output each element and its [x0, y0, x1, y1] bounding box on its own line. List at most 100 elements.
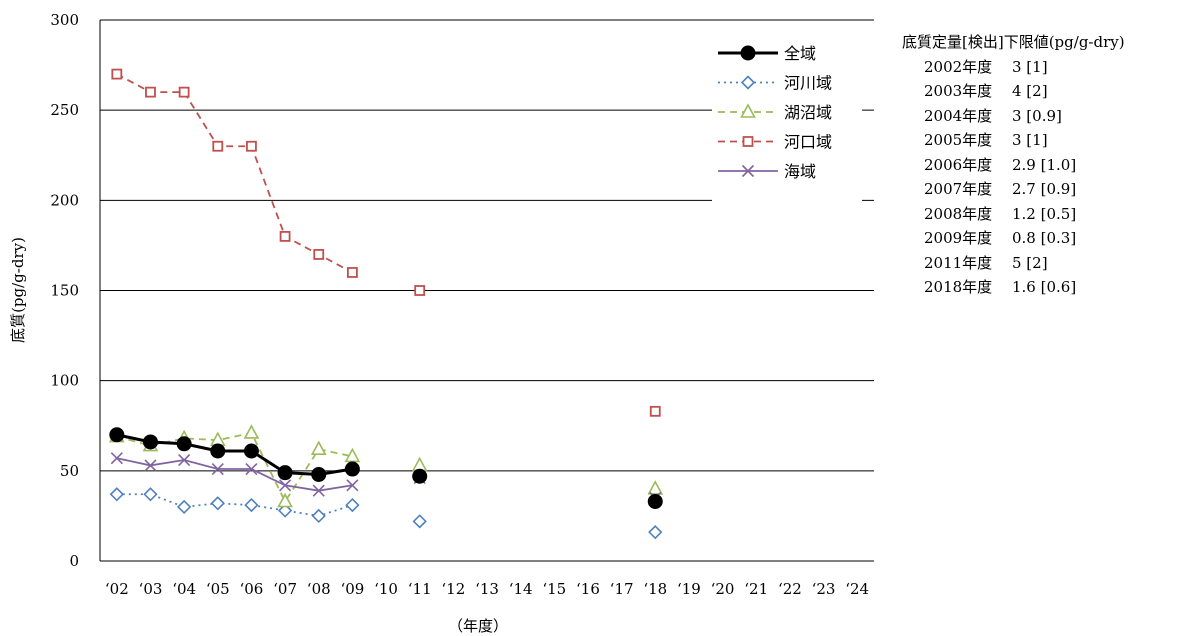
x-tick-label: ‘13 [475, 580, 499, 598]
x-tick-label: ‘15 [542, 580, 566, 598]
y-tick-label: 150 [50, 282, 79, 300]
y-tick-label: 50 [60, 462, 79, 480]
data-point [210, 443, 226, 459]
y-tick-label: 0 [69, 552, 79, 570]
data-point [313, 249, 325, 260]
notes-value: 5 [2] [1012, 253, 1048, 272]
x-tick-label: ‘20 [711, 580, 735, 598]
notes-title: 底質定量[検出]下限値(pg/g-dry) [902, 33, 1125, 51]
x-tick-label: ‘12 [441, 580, 465, 598]
data-point [176, 499, 192, 515]
x-tick-label: ‘05 [206, 580, 230, 598]
notes-value: 1.2 [0.5] [1012, 204, 1077, 223]
y-tick-label: 250 [50, 101, 79, 119]
notes-row: 2009年度 0.8 [0.3] [902, 226, 1125, 251]
data-point [279, 230, 291, 242]
data-point [212, 140, 224, 152]
data-point [145, 86, 156, 98]
data-point [142, 434, 158, 450]
notes-year: 2004年度 [924, 106, 993, 125]
data-point [110, 452, 123, 465]
legend-marker [742, 136, 754, 147]
x-tick-label: ‘18 [643, 580, 667, 598]
notes-value: 2.9 [1.0] [1012, 155, 1077, 174]
notes-year: 2008年度 [924, 204, 993, 223]
x-tick-label: ‘06 [240, 580, 264, 598]
data-point [311, 508, 326, 524]
x-tick-label: ‘16 [576, 580, 600, 598]
data-point [178, 86, 190, 98]
data-point [411, 456, 428, 472]
x-tick-label: ‘08 [307, 580, 331, 598]
notes-year: 2006年度 [924, 155, 993, 174]
data-point [277, 492, 293, 508]
data-point [143, 487, 158, 502]
data-point [144, 459, 157, 472]
notes-rows: 2002年度 3 [1] 2003年度 4 [2] 2004年度 3 [0.9] 2005年… [902, 55, 1125, 300]
data-point [210, 496, 225, 511]
notes-year: 2007年度 [924, 180, 993, 198]
legend-label: 全域 [784, 44, 816, 63]
notes-year: 2003年度 [924, 82, 993, 100]
notes-year: 2002年度 [924, 57, 993, 76]
x-tick-label: ‘14 [509, 580, 533, 598]
series-1 [109, 487, 663, 540]
data-point [109, 487, 124, 502]
notes-value: 3 [1] [1012, 57, 1048, 76]
notes-year: 2011年度 [924, 253, 993, 272]
data-point [176, 436, 192, 452]
x-tick-label: ‘23 [812, 580, 836, 598]
series-layer [108, 68, 664, 540]
legend-label: 湖沼域 [784, 103, 832, 122]
data-point [346, 479, 359, 492]
data-point [111, 68, 123, 80]
data-point [243, 443, 259, 459]
y-tick-labels: 0 50 100 150 200 250 300 [50, 11, 79, 570]
y-tick-label: 300 [50, 11, 79, 29]
data-point [211, 462, 224, 476]
legend-marker [740, 45, 756, 61]
data-point [344, 461, 360, 477]
notes-row: 2002年度 3 [1] [902, 55, 1125, 80]
notes-value: 4 [2] [1012, 82, 1048, 100]
x-axis-title: （年度） [448, 617, 508, 635]
data-point [109, 427, 125, 443]
notes-row: 2011年度 5 [2] [902, 251, 1125, 276]
data-point [178, 453, 191, 467]
x-tick-label: ‘22 [778, 580, 802, 598]
series-4 [110, 452, 662, 504]
notes-value: 2.7 [0.9] [1012, 180, 1077, 198]
data-point [345, 497, 360, 513]
legend-marker [740, 103, 756, 118]
notes-year: 2009年度 [924, 229, 993, 247]
notes-value: 3 [1] [1012, 131, 1048, 149]
x-tick-labels: ‘02 ‘03 ‘04 ‘05 ‘06 ‘07 ‘08 ‘09 ‘10 ‘11 ‘12 ‘13 ‘14 ‘… [105, 580, 869, 598]
data-point [279, 479, 292, 492]
notes-row: 2005年度 3 [1] [902, 128, 1125, 153]
y-axis-title: 底質(pg/g-dry) [9, 237, 27, 343]
notes-row: 2004年度 3 [0.9] [902, 104, 1125, 129]
x-tick-label: ‘09 [340, 580, 364, 598]
data-point [647, 480, 664, 495]
data-point [344, 447, 361, 463]
notes-year: 2018年度 [924, 278, 993, 296]
detection-limit-notes: 底質定量[検出]下限値(pg/g-dry) 2002年度 3 [1] 2003年度 4… [902, 30, 1125, 300]
notes-row: 2003年度 4 [2] [902, 79, 1125, 104]
y-tick-label: 100 [50, 372, 79, 390]
series-2 [108, 424, 664, 508]
x-tick-label: ‘19 [677, 580, 701, 598]
data-point [414, 285, 426, 296]
axes [99, 20, 874, 562]
legend-background [712, 36, 862, 204]
data-point [412, 514, 427, 529]
data-point [246, 140, 257, 152]
x-tick-label: ‘17 [610, 580, 634, 598]
x-tick-label: ‘21 [744, 580, 768, 598]
notes-row: 2008年度 1.2 [0.5] [902, 202, 1125, 227]
x-tick-label: ‘03 [139, 580, 163, 598]
legend-marker [740, 75, 756, 90]
series-0 [109, 427, 663, 509]
data-point [277, 465, 293, 481]
notes-row: 2018年度 1.6 [0.6] [902, 275, 1125, 300]
series-3 [111, 68, 661, 417]
